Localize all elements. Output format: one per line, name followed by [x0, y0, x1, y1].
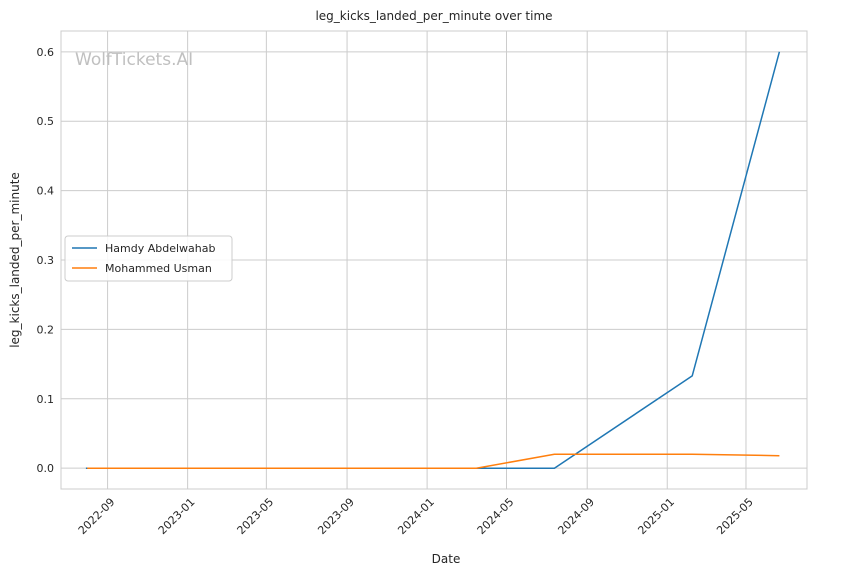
y-tick-label: 0.2 [37, 323, 55, 336]
y-tick-label: 0.5 [37, 115, 55, 128]
y-tick-label: 0.6 [37, 46, 55, 59]
x-tick-label: 2025-05 [714, 495, 756, 537]
series-line-1 [87, 453, 780, 469]
legend-box [64, 235, 233, 282]
plot-frame [60, 30, 808, 490]
y-axis-ticks: 0.0 0.1 0.2 0.3 0.4 0.5 0.6 [37, 46, 55, 475]
y-tick-label: 0.4 [37, 185, 55, 198]
legend-label: Hamdy Abdelwahab [105, 242, 215, 255]
legend: Hamdy Abdelwahab Mohammed Usman [64, 235, 233, 282]
x-tick-label: 2023-01 [156, 495, 198, 537]
x-tick-label: 2023-05 [235, 495, 277, 537]
grid [61, 31, 807, 489]
watermark: WolfTickets.AI [75, 50, 193, 70]
x-tick-label: 2024-01 [395, 495, 437, 537]
x-tick-label: 2024-05 [475, 495, 517, 537]
y-axis-label: leg_kicks_landed_per_minute [8, 172, 22, 348]
y-tick-label: 0.3 [37, 254, 55, 267]
legend-label: Mohammed Usman [105, 262, 212, 275]
series-layer [85, 51, 781, 469]
y-tick-label: 0.1 [37, 393, 55, 406]
x-axis-ticks: 2022-09 2023-01 2023-05 2023-09 2024-01 2024-… [76, 495, 756, 537]
x-tick-label: 2022-09 [76, 495, 118, 537]
x-tick-label: 2023-09 [315, 495, 357, 537]
x-tick-label: 2025-01 [635, 495, 677, 537]
x-axis-label: Date [432, 552, 461, 566]
chart-title: leg_kicks_landed_per_minute over time [315, 9, 552, 23]
x-tick-label: 2024-09 [555, 495, 597, 537]
y-tick-label: 0.0 [37, 462, 55, 475]
